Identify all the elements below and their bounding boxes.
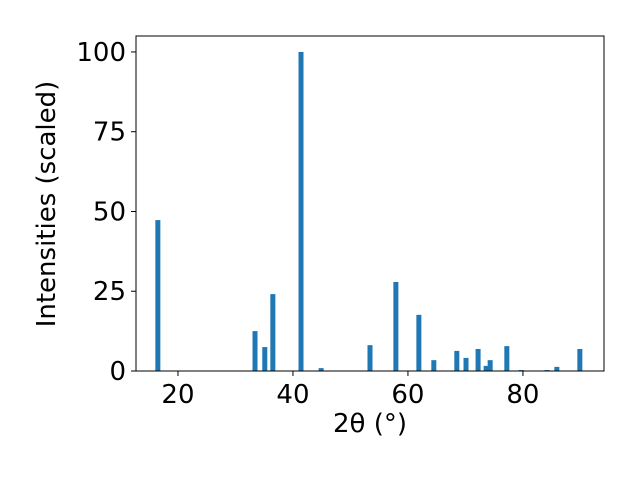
bar [431, 360, 437, 371]
y-tick-label: 100 [76, 38, 126, 68]
bar [463, 357, 469, 371]
bar [554, 366, 560, 371]
x-axis-label: 2θ (°) [333, 409, 407, 439]
x-tick-label: 80 [506, 380, 539, 410]
y-tick-label: 50 [93, 197, 126, 227]
bar [483, 365, 489, 371]
bar [393, 281, 399, 371]
x-tick-label: 60 [391, 380, 424, 410]
bar [487, 360, 493, 371]
bar [155, 220, 161, 371]
bar [298, 51, 304, 371]
y-tick-label: 0 [109, 357, 126, 387]
bar [318, 368, 324, 371]
x-tick-label: 40 [276, 380, 309, 410]
bar [577, 348, 583, 371]
bar [252, 331, 258, 371]
bar [504, 346, 510, 371]
y-axis-label: Intensities (scaled) [32, 81, 62, 328]
y-tick-label: 25 [93, 277, 126, 307]
bar [454, 350, 460, 371]
plot-frame [135, 35, 605, 372]
bar [270, 294, 276, 371]
x-tick-label: 20 [161, 380, 194, 410]
y-tick-label: 75 [93, 118, 126, 148]
bar [262, 347, 268, 371]
bar [416, 314, 422, 371]
bar [367, 345, 373, 371]
bar [475, 348, 481, 371]
